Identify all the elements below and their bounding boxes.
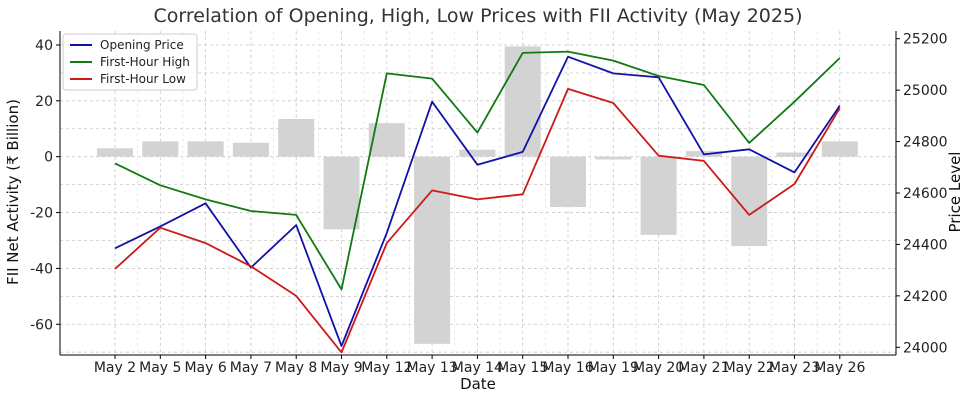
legend-label: First-Hour High	[100, 55, 190, 69]
left-tick-label: 20	[35, 94, 53, 110]
x-tick-label: May 15	[497, 360, 548, 376]
fii-bar	[821, 141, 858, 157]
fii-bar	[504, 46, 541, 157]
legend-label: Opening Price	[100, 38, 184, 52]
series-line-first-hour-low	[114, 88, 841, 354]
fii-bar	[550, 156, 586, 207]
lines-layer	[114, 50, 841, 354]
fii-bar	[776, 152, 813, 157]
legend-box	[62, 33, 198, 91]
fii-bar	[232, 142, 269, 157]
fii-bar	[595, 156, 632, 160]
x-tick-label: May 14	[452, 360, 503, 376]
x-tick-label: May 26	[814, 360, 865, 376]
fii-bar	[640, 156, 677, 235]
x-tick-label: May 16	[542, 360, 593, 376]
left-tick-label: -60	[30, 317, 53, 333]
fii-bar	[414, 156, 451, 344]
left-tick-label: -40	[30, 261, 53, 277]
x-tick-label: May 9	[320, 360, 362, 376]
fii-bar	[278, 118, 315, 157]
axes-layer: 40 20 0 -20 -40 -60 25200 25000 24800 24600 24400 2…	[30, 31, 948, 376]
right-tick-label: 24000	[903, 340, 948, 356]
x-tick-label: May 21	[678, 360, 729, 376]
left-axis-title: FII Net Activity (₹ Billion)	[4, 99, 22, 285]
x-tick-label: May 23	[769, 360, 820, 376]
x-tick-label: May 20	[633, 360, 684, 376]
x-tick-label: May 22	[724, 360, 775, 376]
x-tick-label: May 12	[361, 360, 412, 376]
right-axis-title: Price Level	[946, 152, 964, 233]
series-line-opening-price	[114, 55, 841, 347]
fii-bar	[368, 123, 405, 157]
legend-label: First-Hour Low	[100, 72, 186, 86]
fii-bar	[142, 141, 179, 157]
left-tick-label: 40	[35, 38, 53, 54]
left-tick-label: -20	[30, 206, 53, 222]
right-tick-label: 24800	[903, 135, 948, 151]
fii-bar	[731, 156, 768, 247]
x-tick-label: May 19	[588, 360, 639, 376]
right-tick-label: 25200	[903, 32, 948, 48]
x-axis-title: Date	[460, 375, 496, 393]
x-tick-label: May 6	[184, 360, 226, 376]
legend: Opening Price First-Hour High First-Hour L…	[62, 33, 198, 91]
x-tick-label: May 8	[275, 360, 317, 376]
right-tick-label: 24200	[903, 289, 948, 305]
chart-title: Correlation of Opening, High, Low Prices…	[154, 5, 803, 27]
x-tick-label: May 5	[139, 360, 181, 376]
left-tick-label: 0	[44, 150, 53, 166]
right-tick-label: 24600	[903, 186, 948, 202]
bars-layer	[97, 46, 858, 344]
fii-bar	[187, 141, 224, 157]
right-tick-label: 25000	[903, 83, 948, 99]
x-tick-label: May 2	[94, 360, 136, 376]
series-line-first-hour-high	[114, 50, 841, 291]
right-tick-label: 24400	[903, 237, 948, 253]
fii-bar	[97, 148, 133, 157]
fii-bar	[323, 156, 360, 230]
fii-bar	[459, 149, 496, 157]
x-tick-label: May 13	[406, 360, 457, 376]
x-tick-label: May 7	[230, 360, 272, 376]
